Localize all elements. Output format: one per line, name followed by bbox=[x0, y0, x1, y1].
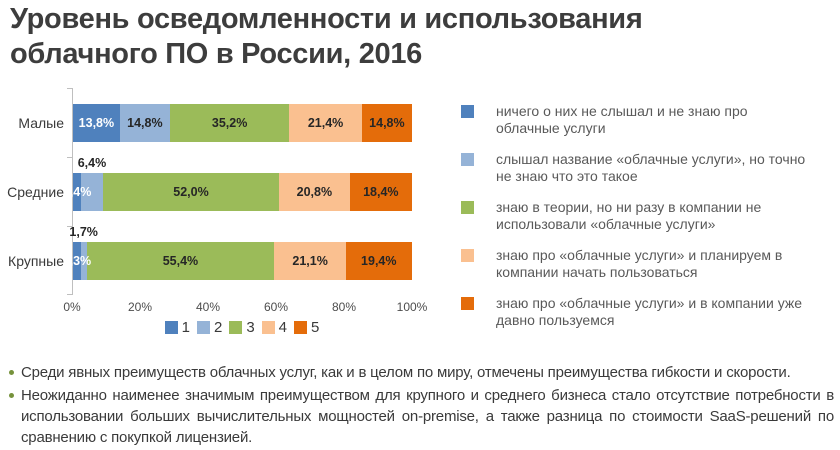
legend-item-label: 4 bbox=[278, 319, 288, 336]
x-tick-label: 100% bbox=[396, 300, 428, 314]
axis-tick bbox=[67, 157, 72, 158]
bar-segment-4 bbox=[289, 104, 362, 142]
bar-segment-4 bbox=[274, 242, 346, 280]
legend-swatch bbox=[196, 321, 210, 334]
legend-item-label: 3 bbox=[246, 319, 255, 336]
segment-label: 18,4% bbox=[363, 185, 399, 199]
x-tick-label: 20% bbox=[127, 300, 153, 314]
bar-segment-4 bbox=[279, 173, 350, 211]
notes-list: Среди явных преимуществ облачных услуг, … bbox=[8, 362, 834, 450]
legend-item-4: 4 bbox=[261, 319, 288, 336]
note-bullet: Среди явных преимуществ облачных услуг, … bbox=[8, 362, 834, 383]
axis-tick bbox=[67, 294, 72, 295]
bar-track: 2,4% 6,4% 52,0% 20,8% 18,4% bbox=[63, 156, 412, 211]
legend-swatch bbox=[461, 201, 474, 214]
segment-label: 20,8% bbox=[296, 185, 333, 199]
segment-label: 55,4% bbox=[162, 254, 199, 268]
legend-item-5: 5 bbox=[294, 319, 319, 336]
bar-segment-2 bbox=[80, 242, 87, 280]
x-tick-label: 60% bbox=[263, 300, 289, 314]
category-label: Средние bbox=[7, 183, 64, 200]
legend-entry-4: знаю про «облачные услуги» и планируем в… bbox=[461, 247, 840, 281]
segment-label: 2,3% bbox=[62, 254, 92, 268]
segment-label: 52,0% bbox=[173, 185, 209, 199]
x-tick-label: 80% bbox=[331, 300, 357, 314]
x-axis: 0% 20% 40% 60% 80% 100% bbox=[63, 300, 427, 315]
y-axis-line bbox=[72, 88, 73, 295]
legend-entry-2: слышал название «облачные услуги», но то… bbox=[461, 151, 840, 185]
legend-item-2: 2 bbox=[196, 319, 223, 336]
legend-swatch bbox=[164, 321, 178, 334]
segment-label: 21,1% bbox=[292, 254, 328, 268]
legend-item-3: 3 bbox=[229, 319, 255, 336]
legend-entry-1: ничего о них не слышал и не знаю про обл… bbox=[461, 103, 840, 137]
segment-label: 1,7% bbox=[69, 225, 98, 239]
segment-label: 19,4% bbox=[361, 254, 397, 268]
legend-item-label: 5 bbox=[311, 319, 320, 336]
x-tick-label: 40% bbox=[195, 300, 221, 314]
bar-segment-1 bbox=[73, 104, 120, 142]
legend-swatch bbox=[229, 321, 243, 334]
legend-entry-text: ничего о них не слышал и не знаю про обл… bbox=[496, 103, 748, 136]
legend-swatch bbox=[461, 297, 474, 310]
chart-row-Средние: Средние 2,4% 6,4% 52,0% 20,8% 18,4% bbox=[0, 156, 412, 226]
segment-label: 14,8% bbox=[369, 116, 405, 130]
page-title: Уровень осведомленности и использования … bbox=[10, 3, 643, 70]
legend-entry-text: знаю про «облачные услуги» и планируем в… bbox=[496, 247, 783, 280]
legend-swatch bbox=[461, 249, 474, 262]
segment-label: 13,8% bbox=[78, 116, 115, 130]
plot-area: Малые 13,8% 14,8% 35,2% 21,4% 14,8% Средние 2,4… bbox=[0, 88, 412, 295]
bar-track: 13,8% 14,8% 35,2% 21,4% 14,8% bbox=[73, 104, 412, 142]
chart-row-Крупные: Крупные 2,3% 1,7% 55,4% 21,1% 19,4% bbox=[0, 225, 412, 295]
category-label: Крупные bbox=[8, 252, 64, 269]
bar-segment-3 bbox=[86, 242, 275, 280]
bar-segment-5 bbox=[349, 173, 412, 211]
chart-legend: 1 2 3 4 5 bbox=[72, 319, 412, 336]
chart-row-Малые: Малые 13,8% 14,8% 35,2% 21,4% 14,8% bbox=[0, 88, 412, 157]
legend-item-label: 1 bbox=[181, 319, 190, 336]
bar-segment-3 bbox=[102, 173, 280, 211]
legend-item-label: 2 bbox=[213, 319, 223, 336]
legend-entry-3: знаю в теории, но ни разу в компании не … bbox=[461, 199, 840, 233]
x-tick-label: 0% bbox=[63, 300, 81, 314]
bar-segment-2 bbox=[119, 104, 170, 142]
legend-item-1: 1 bbox=[164, 319, 190, 336]
legend-entry-text: слышал название «облачные услуги», но то… bbox=[496, 151, 806, 184]
legend-entry-text: знаю в теории, но ни разу в компании не … bbox=[496, 199, 762, 232]
category-label: Малые bbox=[18, 114, 64, 131]
stacked-bar-chart: Малые 13,8% 14,8% 35,2% 21,4% 14,8% Средние 2,4… bbox=[0, 88, 430, 346]
legend-panel: ничего о них не слышал и не знаю про обл… bbox=[461, 103, 840, 329]
bar-segment-3 bbox=[169, 104, 290, 142]
legend-swatch bbox=[294, 321, 308, 334]
segment-label: 6,4% bbox=[77, 156, 107, 170]
bar-segment-1 bbox=[73, 242, 81, 280]
axis-tick bbox=[67, 88, 72, 89]
bar-segment-5 bbox=[361, 104, 412, 142]
segment-label: 14,8% bbox=[127, 116, 163, 130]
bar-segment-2 bbox=[81, 173, 103, 211]
axis-tick bbox=[67, 226, 72, 227]
legend-swatch bbox=[461, 105, 474, 118]
legend-entry-text: знаю про «облачные услуги» и в компании … bbox=[496, 295, 803, 328]
bar-segment-5 bbox=[345, 242, 412, 280]
segment-label: 21,4% bbox=[307, 116, 344, 130]
legend-entry-5: знаю про «облачные услуги» и в компании … bbox=[461, 295, 840, 329]
segment-label: 35,2% bbox=[211, 116, 248, 130]
legend-swatch bbox=[461, 153, 474, 166]
segment-label: 2,4% bbox=[62, 185, 92, 199]
note-bullet: Неожиданно наименее значимым преимуществ… bbox=[8, 385, 834, 448]
bar-track: 2,3% 1,7% 55,4% 21,1% 19,4% bbox=[63, 225, 412, 280]
legend-swatch bbox=[261, 321, 275, 334]
bar-segment-1 bbox=[73, 173, 82, 211]
